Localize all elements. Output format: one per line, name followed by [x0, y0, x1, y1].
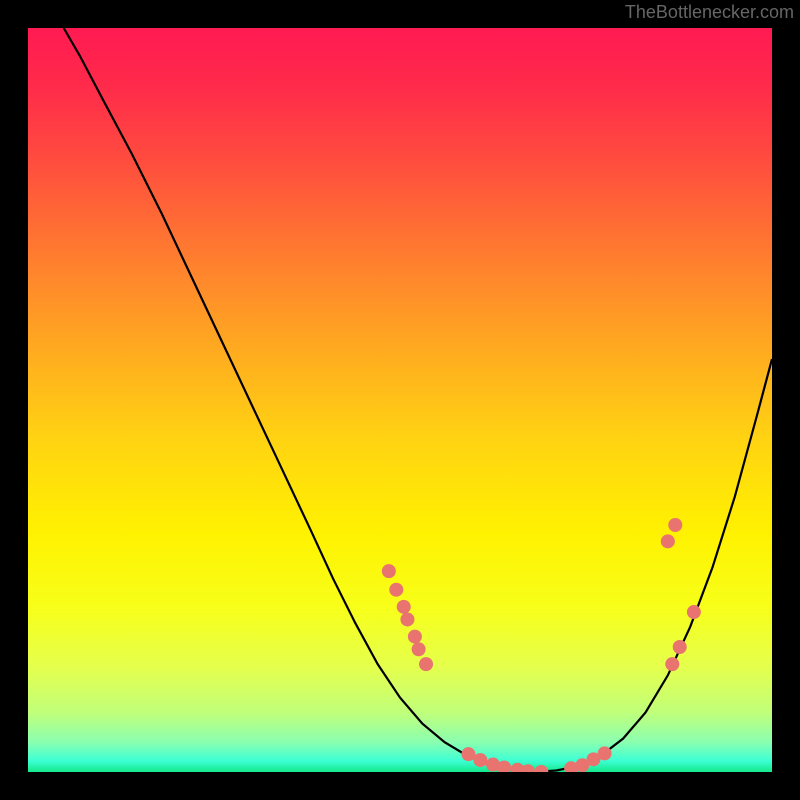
chart-background-gradient: [28, 28, 772, 772]
chart-plot-area: [28, 28, 772, 772]
watermark-text: TheBottlenecker.com: [625, 2, 794, 23]
